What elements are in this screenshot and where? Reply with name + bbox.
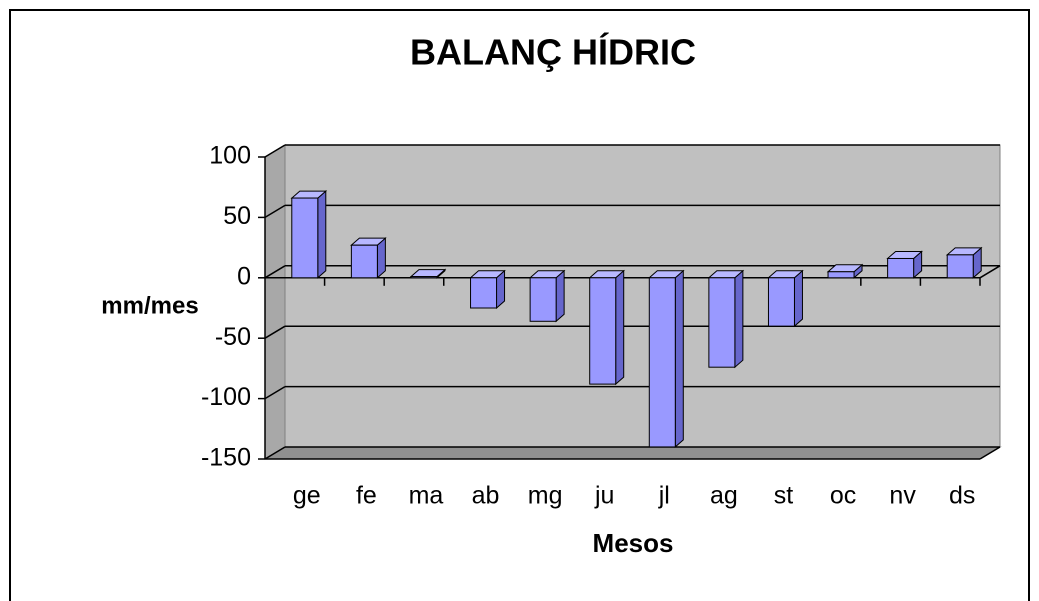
bar — [470, 277, 498, 309]
x-tick-label: fe — [356, 482, 377, 510]
grid-line-side — [264, 446, 286, 460]
grid-line-side — [264, 144, 286, 158]
bar — [827, 271, 855, 279]
bar-side — [317, 189, 327, 279]
x-tick-label: ju — [594, 482, 614, 510]
x-tick-label: ds — [949, 482, 975, 510]
grid-line-side — [264, 265, 286, 279]
x-tick-label: nv — [889, 482, 916, 510]
x-tick-label: ag — [710, 482, 738, 510]
bar — [708, 277, 736, 368]
x-tick-label: ma — [409, 482, 444, 510]
y-tick-label: 100 — [209, 142, 251, 170]
side-wall — [264, 144, 286, 460]
x-axis-label: Mesos — [593, 528, 674, 558]
y-tick-label: 0 — [237, 262, 251, 290]
back-wall — [284, 144, 1001, 448]
floor — [263, 446, 1002, 460]
x-axis-right — [979, 265, 1001, 279]
grid-line-side — [264, 204, 286, 219]
bar — [887, 257, 915, 279]
x-tick-label: ab — [472, 482, 500, 510]
x-tick-label: mg — [528, 482, 563, 510]
y-tick-label: 50 — [223, 202, 251, 230]
bar — [291, 197, 319, 279]
bar — [946, 254, 974, 279]
y-axis-label: mm/mes — [101, 292, 198, 319]
bar — [410, 276, 438, 279]
bar-side — [555, 269, 565, 323]
y-tick-label: -50 — [215, 323, 251, 351]
bar — [648, 277, 676, 448]
bar-side — [674, 269, 684, 449]
y-tick-label: -150 — [201, 444, 251, 472]
chart-title: BALANÇ HÍDRIC — [410, 32, 696, 73]
bar — [350, 244, 378, 279]
y-tick-label: -100 — [201, 383, 251, 411]
bar — [589, 277, 617, 385]
bar-side — [793, 269, 803, 328]
bar-side — [615, 269, 625, 386]
bar-side — [734, 269, 744, 369]
x-tick-label: st — [774, 482, 794, 510]
grid-line-side — [264, 385, 286, 400]
x-tick-label: oc — [830, 482, 856, 510]
bar — [767, 277, 795, 327]
bar — [529, 277, 557, 322]
x-tick-label: jl — [658, 482, 670, 510]
floor-edge-right — [979, 446, 1001, 460]
grid-line-side — [264, 325, 286, 339]
x-tick-label: ge — [293, 482, 321, 510]
